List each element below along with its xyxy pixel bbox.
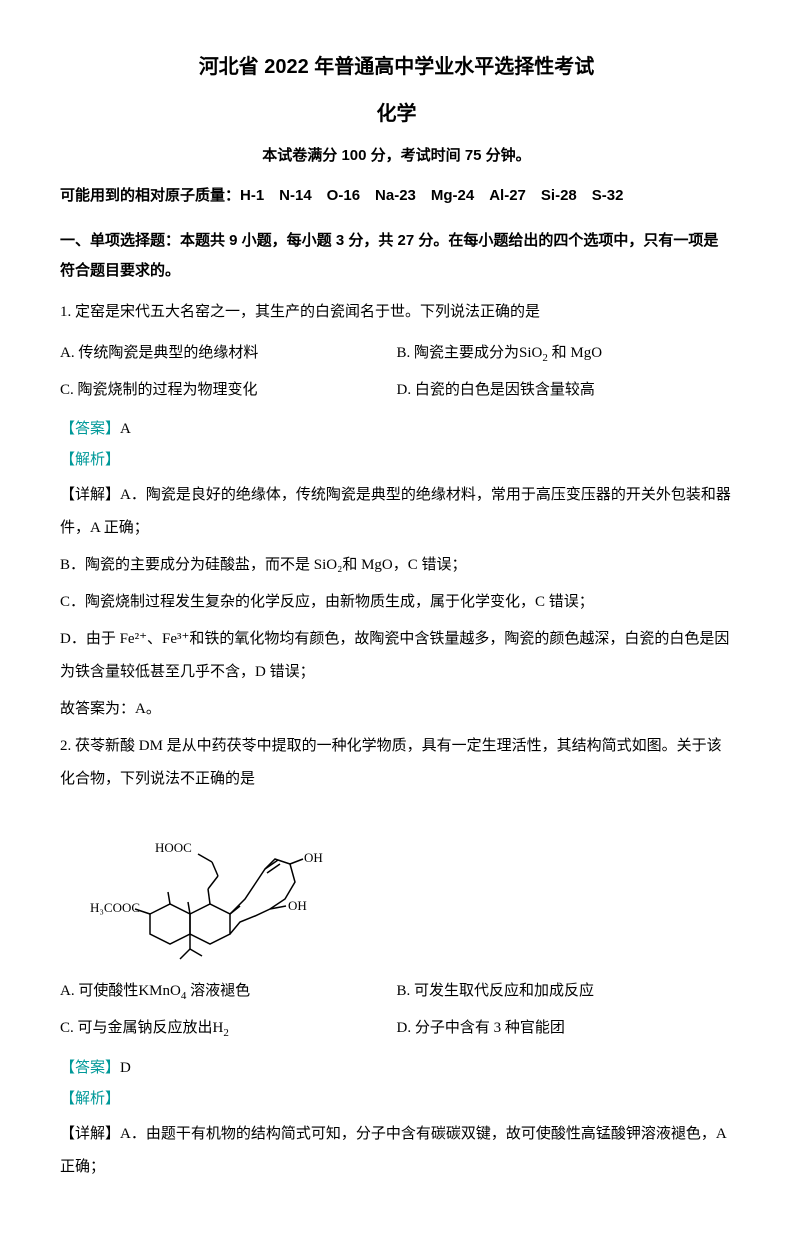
q2-detail-a: 【详解】A．由题干有机物的结构简式可知，分子中含有碳碳双键，故可使酸性高锰酸钾溶… <box>60 1118 733 1184</box>
q1-conclusion: 故答案为：A。 <box>60 693 733 726</box>
q2-opta-post: 溶液褪色 <box>186 983 250 999</box>
q1-answer-label: 【答案】 <box>60 421 120 437</box>
q2-answer-value: D <box>120 1060 131 1076</box>
q1-answer-value: A <box>120 421 131 437</box>
q1-optb-and: 和 <box>548 345 571 361</box>
q1-answer: 【答案】A <box>60 417 733 438</box>
label-oh1: OH <box>304 850 323 865</box>
q2-opta-f: KMnO <box>138 983 181 999</box>
q2-row-2: C. 可与金属钠反应放出H2 D. 分子中含有 3 种官能团 <box>60 1012 733 1045</box>
q2-option-a: A. 可使酸性KMnO4 溶液褪色 <box>60 975 397 1008</box>
label-hooc: HOOC <box>155 840 192 855</box>
q2-option-b: B. 可发生取代反应和加成反应 <box>397 975 734 1008</box>
q2-option-d: D. 分子中含有 3 种官能团 <box>397 1012 734 1045</box>
q1-optb-f1: SiO <box>519 345 542 361</box>
q1-detail-a: 【详解】A．陶瓷是良好的绝缘体，传统陶瓷是典型的绝缘材料，常用于高压变压器的开关… <box>60 479 733 545</box>
exam-title: 河北省 2022 年普通高中学业水平选择性考试 <box>60 50 733 79</box>
q1-option-b: B. 陶瓷主要成分为SiO2 和 MgO <box>397 337 734 370</box>
q2-answer-label: 【答案】 <box>60 1060 120 1076</box>
q2-opta-pre: A. 可使酸性 <box>60 983 138 999</box>
label-oh2: OH <box>288 898 307 913</box>
q2-optc-f: H <box>213 1020 224 1036</box>
section-1-header: 一、单项选择题：本题共 9 小题，每小题 3 分，共 27 分。在每小题给出的四… <box>60 226 733 286</box>
q1-option-d: D. 白瓷的白色是因铁含量较高 <box>397 374 734 407</box>
q1-detail-c: C．陶瓷烧制过程发生复杂的化学反应，由新物质生成，属于化学变化，C 错误； <box>60 586 733 619</box>
q1-stem: 1. 定窑是宋代五大名窑之一，其生产的白瓷闻名于世。下列说法正确的是 <box>60 296 733 329</box>
exam-subject: 化学 <box>60 97 733 126</box>
q2-analysis-label: 【解析】 <box>60 1087 733 1108</box>
q1-row-1: A. 传统陶瓷是典型的绝缘材料 B. 陶瓷主要成分为SiO2 和 MgO <box>60 337 733 370</box>
exam-info: 本试卷满分 100 分，考试时间 75 分钟。 <box>60 144 733 165</box>
q1-option-a: A. 传统陶瓷是典型的绝缘材料 <box>60 337 397 370</box>
q2-optc-pre: C. 可与金属钠反应放出 <box>60 1020 213 1036</box>
q2-stem: 2. 茯苓新酸 DM 是从中药茯苓中提取的一种化学物质，具有一定生理活性，其结构… <box>60 730 733 796</box>
q2-optc-sub: 2 <box>223 1027 229 1039</box>
q1-row-2: C. 陶瓷烧制的过程为物理变化 D. 白瓷的白色是因铁含量较高 <box>60 374 733 407</box>
q1-analysis-label: 【解析】 <box>60 448 733 469</box>
q1-option-c: C. 陶瓷烧制的过程为物理变化 <box>60 374 397 407</box>
label-h3cooc: H₃COOC <box>90 900 140 915</box>
q1-optb-pre: B. 陶瓷主要成分为 <box>397 345 520 361</box>
q2-answer: 【答案】D <box>60 1056 733 1077</box>
q2-row-1: A. 可使酸性KMnO4 溶液褪色 B. 可发生取代反应和加成反应 <box>60 975 733 1008</box>
q2-structure: HOOC H₃COOC OH OH <box>90 804 733 969</box>
q1-optb-f2: MgO <box>570 345 602 361</box>
q2-option-c: C. 可与金属钠反应放出H2 <box>60 1012 397 1045</box>
atomic-masses: 可能用到的相对原子质量：H-1 N-14 O-16 Na-23 Mg-24 Al… <box>60 179 733 212</box>
q1-detail-b: B．陶瓷的主要成分为硅酸盐，而不是 SiO₂和 MgO，C 错误； <box>60 549 733 582</box>
molecule-svg: HOOC H₃COOC OH OH <box>90 804 340 964</box>
exam-page: 河北省 2022 年普通高中学业水平选择性考试 化学 本试卷满分 100 分，考… <box>0 0 793 1238</box>
q1-detail-d: D．由于 Fe²⁺、Fe³⁺和铁的氧化物均有颜色，故陶瓷中含铁量越多，陶瓷的颜色… <box>60 623 733 689</box>
